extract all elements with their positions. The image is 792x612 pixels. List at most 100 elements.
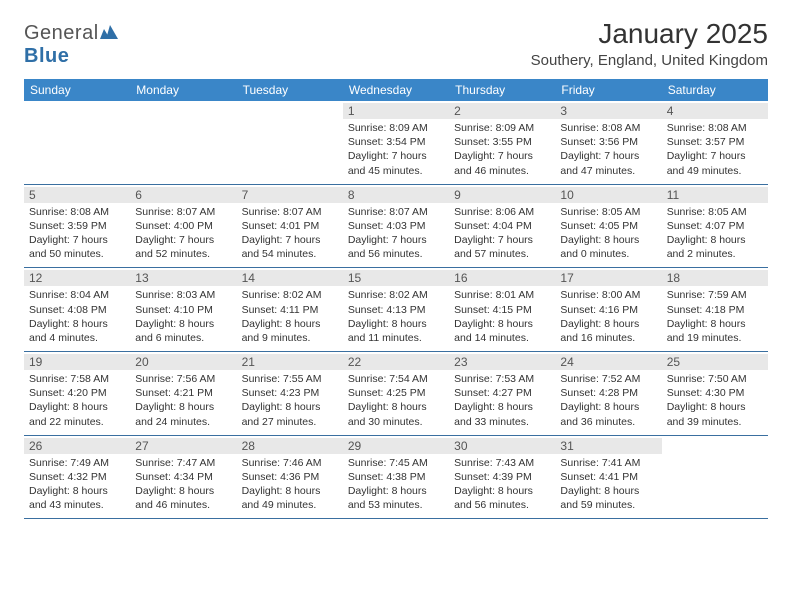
sunset-text: Sunset: 4:23 PM bbox=[242, 386, 338, 400]
month-title: January 2025 bbox=[531, 18, 768, 50]
day-cell: 16Sunrise: 8:01 AMSunset: 4:15 PMDayligh… bbox=[449, 268, 555, 351]
sunrise-text: Sunrise: 7:43 AM bbox=[454, 456, 550, 470]
day-details: Sunrise: 7:41 AMSunset: 4:41 PMDaylight:… bbox=[560, 456, 656, 513]
day-details: Sunrise: 8:05 AMSunset: 4:05 PMDaylight:… bbox=[560, 205, 656, 262]
day-number: 7 bbox=[237, 187, 343, 203]
daylight-text: Daylight: 8 hours and 39 minutes. bbox=[667, 400, 763, 428]
day-details: Sunrise: 7:54 AMSunset: 4:25 PMDaylight:… bbox=[348, 372, 444, 429]
day-number: 12 bbox=[24, 270, 130, 286]
day-details: Sunrise: 7:47 AMSunset: 4:34 PMDaylight:… bbox=[135, 456, 231, 513]
dow-monday: Monday bbox=[130, 79, 236, 101]
daylight-text: Daylight: 7 hours and 45 minutes. bbox=[348, 149, 444, 177]
sunrise-text: Sunrise: 8:09 AM bbox=[348, 121, 444, 135]
sunset-text: Sunset: 3:54 PM bbox=[348, 135, 444, 149]
sunset-text: Sunset: 4:04 PM bbox=[454, 219, 550, 233]
day-cell: 11Sunrise: 8:05 AMSunset: 4:07 PMDayligh… bbox=[662, 185, 768, 268]
sunset-text: Sunset: 4:41 PM bbox=[560, 470, 656, 484]
dow-sunday: Sunday bbox=[24, 79, 130, 101]
day-number: 14 bbox=[237, 270, 343, 286]
sunrise-text: Sunrise: 8:02 AM bbox=[348, 288, 444, 302]
day-number: 6 bbox=[130, 187, 236, 203]
sunset-text: Sunset: 4:21 PM bbox=[135, 386, 231, 400]
week-row: 12 Sunrise: 8:04 AMSunset: 4:08 PMDayligh… bbox=[24, 268, 768, 352]
day-details: Sunrise: 8:07 AMSunset: 4:00 PMDaylight:… bbox=[135, 205, 231, 262]
day-cell: 9Sunrise: 8:06 AMSunset: 4:04 PMDaylight… bbox=[449, 185, 555, 268]
day-cell: 22 Sunrise: 7:54 AMSunset: 4:25 PMDayligh… bbox=[343, 352, 449, 435]
daylight-text: Daylight: 7 hours and 52 minutes. bbox=[135, 233, 231, 261]
day-cell: 28 Sunrise: 7:46 AMSunset: 4:36 PMDayligh… bbox=[237, 436, 343, 519]
daylight-text: Daylight: 8 hours and 22 minutes. bbox=[29, 400, 125, 428]
day-number: 3 bbox=[555, 103, 661, 119]
sunset-text: Sunset: 4:30 PM bbox=[667, 386, 763, 400]
day-cell: 23Sunrise: 7:53 AMSunset: 4:27 PMDayligh… bbox=[449, 352, 555, 435]
day-details: Sunrise: 7:52 AMSunset: 4:28 PMDaylight:… bbox=[560, 372, 656, 429]
sunset-text: Sunset: 4:20 PM bbox=[29, 386, 125, 400]
day-details: Sunrise: 7:43 AMSunset: 4:39 PMDaylight:… bbox=[454, 456, 550, 513]
daylight-text: Daylight: 8 hours and 36 minutes. bbox=[560, 400, 656, 428]
dow-tuesday: Tuesday bbox=[237, 79, 343, 101]
sunrise-text: Sunrise: 7:47 AM bbox=[135, 456, 231, 470]
day-details: Sunrise: 8:04 AMSunset: 4:08 PMDaylight:… bbox=[29, 288, 125, 345]
sunrise-text: Sunrise: 8:08 AM bbox=[560, 121, 656, 135]
day-details: Sunrise: 8:02 AMSunset: 4:11 PMDaylight:… bbox=[242, 288, 338, 345]
day-number: 29 bbox=[343, 438, 449, 454]
day-number: 26 bbox=[24, 438, 130, 454]
day-cell: 21Sunrise: 7:55 AMSunset: 4:23 PMDayligh… bbox=[237, 352, 343, 435]
day-details: Sunrise: 8:03 AMSunset: 4:10 PMDaylight:… bbox=[135, 288, 231, 345]
day-cell bbox=[24, 101, 130, 184]
daylight-text: Daylight: 7 hours and 56 minutes. bbox=[348, 233, 444, 261]
day-number: 31 bbox=[555, 438, 661, 454]
daylight-text: Daylight: 7 hours and 49 minutes. bbox=[667, 149, 763, 177]
sunset-text: Sunset: 4:18 PM bbox=[667, 303, 763, 317]
day-details: Sunrise: 8:08 AMSunset: 3:57 PMDaylight:… bbox=[667, 121, 763, 178]
day-details: Sunrise: 7:46 AMSunset: 4:36 PMDaylight:… bbox=[242, 456, 338, 513]
day-cell bbox=[130, 101, 236, 184]
day-cell: 6 Sunrise: 8:07 AMSunset: 4:00 PMDaylight… bbox=[130, 185, 236, 268]
sunrise-text: Sunrise: 7:41 AM bbox=[560, 456, 656, 470]
daylight-text: Daylight: 8 hours and 30 minutes. bbox=[348, 400, 444, 428]
day-cell: 12 Sunrise: 8:04 AMSunset: 4:08 PMDayligh… bbox=[24, 268, 130, 351]
sunset-text: Sunset: 3:55 PM bbox=[454, 135, 550, 149]
day-details: Sunrise: 8:09 AMSunset: 3:55 PMDaylight:… bbox=[454, 121, 550, 178]
sunrise-text: Sunrise: 8:07 AM bbox=[135, 205, 231, 219]
dow-friday: Friday bbox=[555, 79, 661, 101]
daylight-text: Daylight: 8 hours and 4 minutes. bbox=[29, 317, 125, 345]
day-number: 25 bbox=[662, 354, 768, 370]
day-number: 24 bbox=[555, 354, 661, 370]
day-cell: 17Sunrise: 8:00 AMSunset: 4:16 PMDayligh… bbox=[555, 268, 661, 351]
daylight-text: Daylight: 8 hours and 19 minutes. bbox=[667, 317, 763, 345]
sunset-text: Sunset: 4:34 PM bbox=[135, 470, 231, 484]
day-details: Sunrise: 8:07 AMSunset: 4:03 PMDaylight:… bbox=[348, 205, 444, 262]
brand-name-part2: Blue bbox=[24, 45, 69, 67]
daylight-text: Daylight: 8 hours and 14 minutes. bbox=[454, 317, 550, 345]
sunrise-text: Sunrise: 7:59 AM bbox=[667, 288, 763, 302]
sunset-text: Sunset: 4:16 PM bbox=[560, 303, 656, 317]
sunset-text: Sunset: 3:57 PM bbox=[667, 135, 763, 149]
daylight-text: Daylight: 8 hours and 24 minutes. bbox=[135, 400, 231, 428]
day-details: Sunrise: 8:08 AMSunset: 3:56 PMDaylight:… bbox=[560, 121, 656, 178]
sunrise-text: Sunrise: 7:50 AM bbox=[667, 372, 763, 386]
sunrise-text: Sunrise: 7:54 AM bbox=[348, 372, 444, 386]
day-number: 22 bbox=[343, 354, 449, 370]
day-number: 10 bbox=[555, 187, 661, 203]
page-header: GeneralBlue January 2025 Southery, Engla… bbox=[24, 18, 768, 69]
sunrise-text: Sunrise: 7:45 AM bbox=[348, 456, 444, 470]
day-number: 19 bbox=[24, 354, 130, 370]
daylight-text: Daylight: 7 hours and 47 minutes. bbox=[560, 149, 656, 177]
sunset-text: Sunset: 4:01 PM bbox=[242, 219, 338, 233]
sunrise-text: Sunrise: 7:46 AM bbox=[242, 456, 338, 470]
day-number: 9 bbox=[449, 187, 555, 203]
daylight-text: Daylight: 7 hours and 50 minutes. bbox=[29, 233, 125, 261]
day-number: 28 bbox=[237, 438, 343, 454]
sunset-text: Sunset: 4:11 PM bbox=[242, 303, 338, 317]
day-details: Sunrise: 7:59 AMSunset: 4:18 PMDaylight:… bbox=[667, 288, 763, 345]
sunset-text: Sunset: 4:39 PM bbox=[454, 470, 550, 484]
sunrise-text: Sunrise: 8:05 AM bbox=[667, 205, 763, 219]
day-cell: 8Sunrise: 8:07 AMSunset: 4:03 PMDaylight… bbox=[343, 185, 449, 268]
sunrise-text: Sunrise: 8:01 AM bbox=[454, 288, 550, 302]
sunset-text: Sunset: 3:59 PM bbox=[29, 219, 125, 233]
sunrise-text: Sunrise: 7:53 AM bbox=[454, 372, 550, 386]
day-details: Sunrise: 7:53 AMSunset: 4:27 PMDaylight:… bbox=[454, 372, 550, 429]
dow-wednesday: Wednesday bbox=[343, 79, 449, 101]
day-number: 20 bbox=[130, 354, 236, 370]
